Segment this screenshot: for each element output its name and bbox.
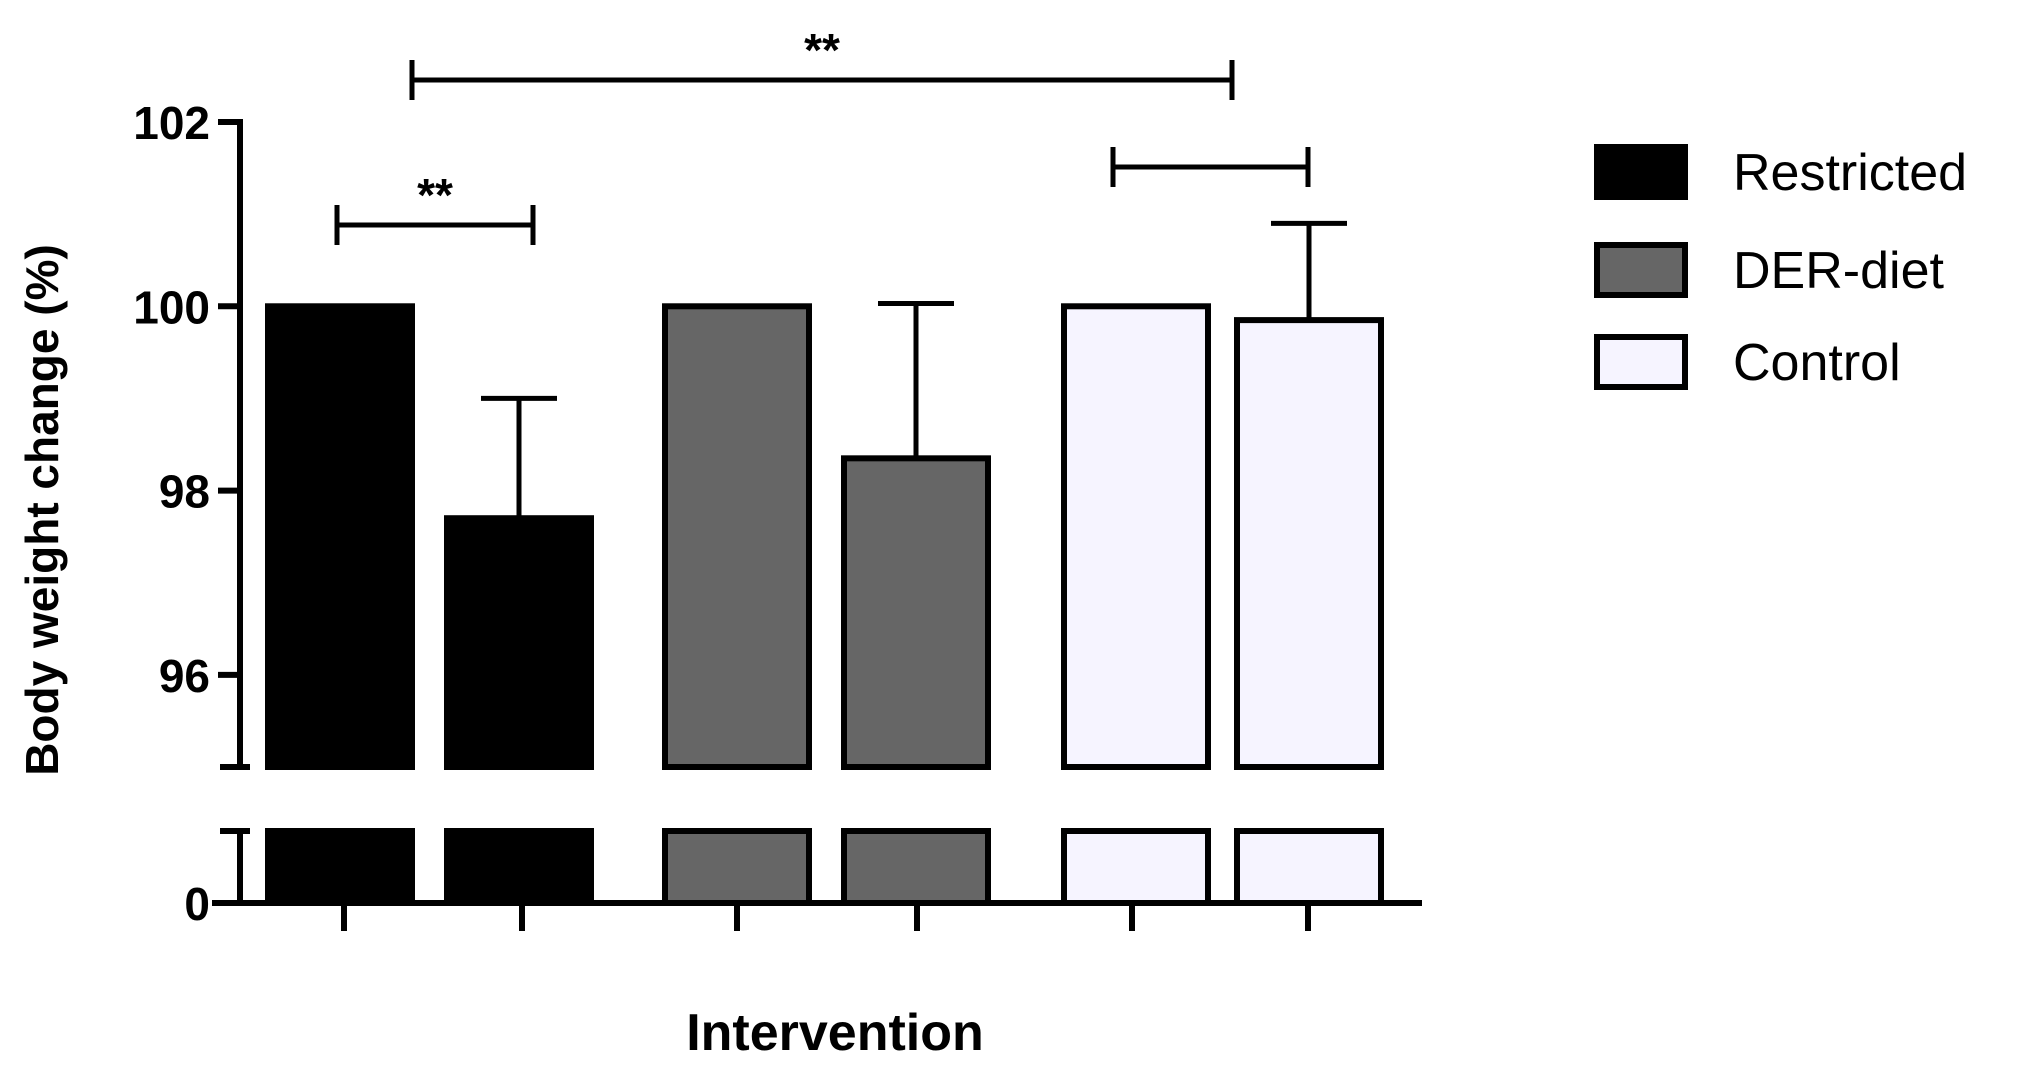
y-tick-label-98: 98	[159, 466, 210, 518]
legend-label-restricted: Restricted	[1733, 144, 1967, 202]
bar-control-1-upper	[1061, 303, 1211, 770]
y-tick-label-100: 100	[133, 281, 210, 333]
bar-der-diet-2-lower	[841, 828, 991, 906]
bar-control-2-upper	[1234, 317, 1384, 770]
significance-label-1: **	[417, 169, 453, 221]
significance-brackets: ** **	[334, 24, 1311, 245]
legend-swatch-control	[1594, 334, 1688, 390]
x-axis-label: Intervention	[686, 1004, 984, 1062]
y-tick-label-96: 96	[159, 650, 210, 702]
bar-der-diet-2-upper	[841, 455, 991, 770]
y-tick-label-0: 0	[184, 878, 210, 930]
significance-label-2: **	[804, 24, 840, 76]
bar-der-diet-1-upper	[662, 303, 812, 770]
bars	[265, 303, 1384, 906]
bar-restricted-2-upper	[444, 515, 594, 771]
bar-restricted-1-upper	[265, 303, 415, 770]
bar-restricted-2-lower	[444, 828, 594, 906]
bar-restricted-1-lower	[265, 828, 415, 906]
bar-control-2-lower	[1234, 828, 1384, 906]
y-axis: 96 98 100 102 0	[133, 97, 1422, 931]
bar-der-diet-1-lower	[662, 828, 812, 906]
legend-label-der-diet: DER-diet	[1733, 242, 1944, 300]
legend-label-control: Control	[1733, 334, 1901, 392]
legend: Restricted DER-diet Control	[1594, 144, 1967, 392]
y-tick-label-102: 102	[133, 97, 210, 149]
error-bars	[481, 220, 1347, 519]
legend-swatch-der-diet	[1594, 242, 1688, 298]
legend-swatch-restricted	[1594, 144, 1688, 200]
bar-control-1-lower	[1061, 828, 1211, 906]
y-axis-label: Body weight change (%)	[16, 244, 68, 776]
